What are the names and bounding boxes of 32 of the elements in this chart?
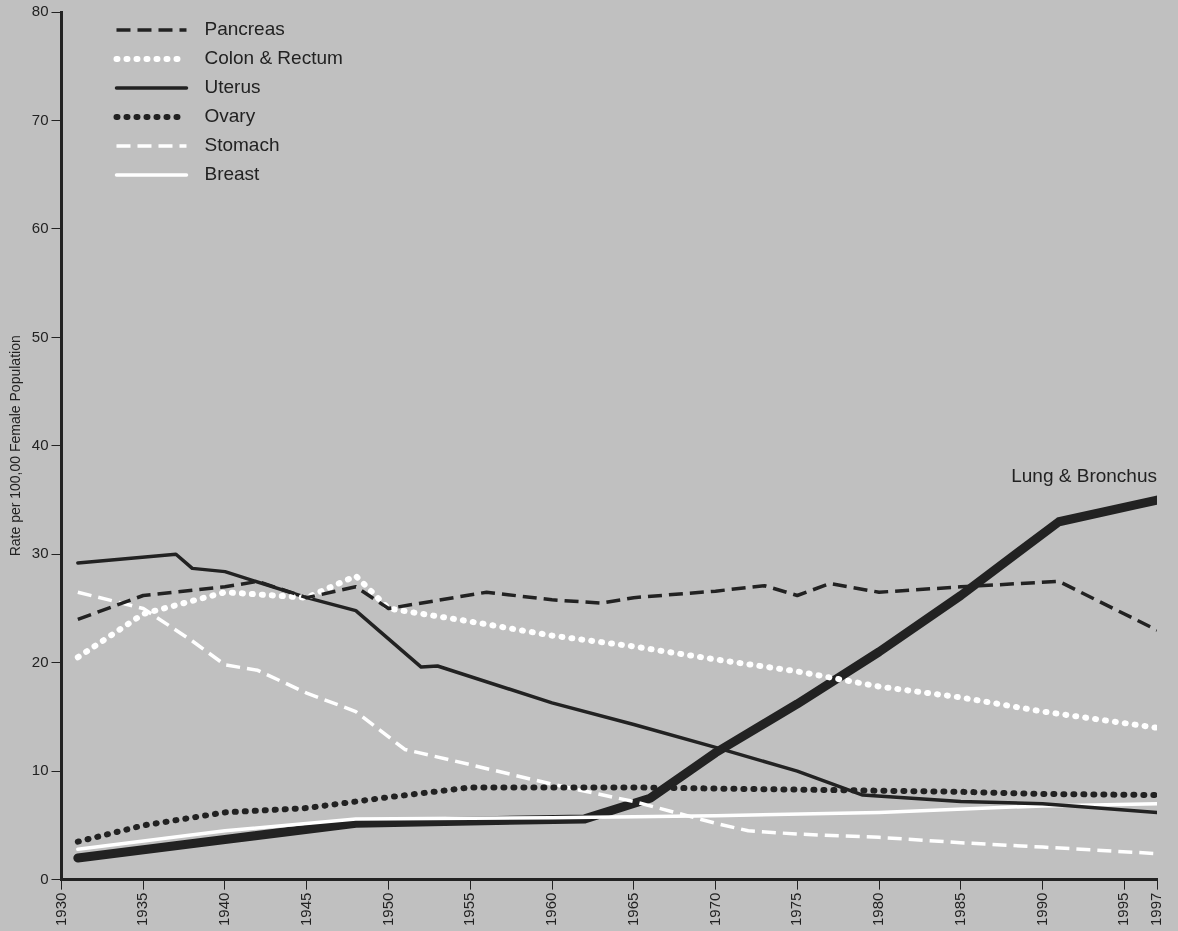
- y-tick-label: 80: [31, 2, 49, 20]
- x-tick-label: 1940: [215, 892, 233, 927]
- y-tick-label: 0: [40, 869, 49, 887]
- legend-label: Ovary: [204, 105, 256, 127]
- annotation: Lung & Bronchus: [1011, 464, 1157, 486]
- x-tick-label: 1997: [1147, 892, 1165, 927]
- y-tick-label: 10: [31, 761, 49, 779]
- x-tick-label: 1970: [705, 892, 723, 927]
- x-tick-label: 1935: [133, 892, 151, 927]
- x-tick-label: 1930: [51, 892, 69, 927]
- x-tick-label: 1990: [1032, 892, 1050, 927]
- x-tick-label: 1950: [378, 892, 396, 927]
- y-tick-label: 40: [31, 435, 49, 453]
- x-tick-label: 1960: [542, 892, 560, 927]
- x-tick-label: 1975: [787, 892, 805, 927]
- x-tick-label: 1965: [623, 892, 641, 927]
- x-tick-label: 1980: [869, 892, 887, 927]
- y-tick-label: 60: [31, 219, 49, 237]
- y-tick-label: 30: [31, 544, 49, 562]
- y-tick-label: 70: [31, 110, 49, 128]
- legend-label: Pancreas: [204, 18, 285, 40]
- x-tick-label: 1945: [296, 892, 314, 927]
- y-tick-label: 50: [31, 327, 49, 345]
- legend-label: Uterus: [204, 76, 261, 98]
- legend-label: Colon & Rectum: [204, 47, 343, 69]
- x-tick-label: 1995: [1114, 892, 1132, 927]
- legend-label: Stomach: [204, 134, 280, 156]
- x-tick-label: 1955: [460, 892, 478, 927]
- y-tick-label: 20: [31, 652, 49, 670]
- y-axis-title: Rate per 100,00 Female Population: [7, 335, 24, 557]
- legend-label: Breast: [204, 163, 261, 185]
- x-tick-label: 1985: [950, 892, 968, 927]
